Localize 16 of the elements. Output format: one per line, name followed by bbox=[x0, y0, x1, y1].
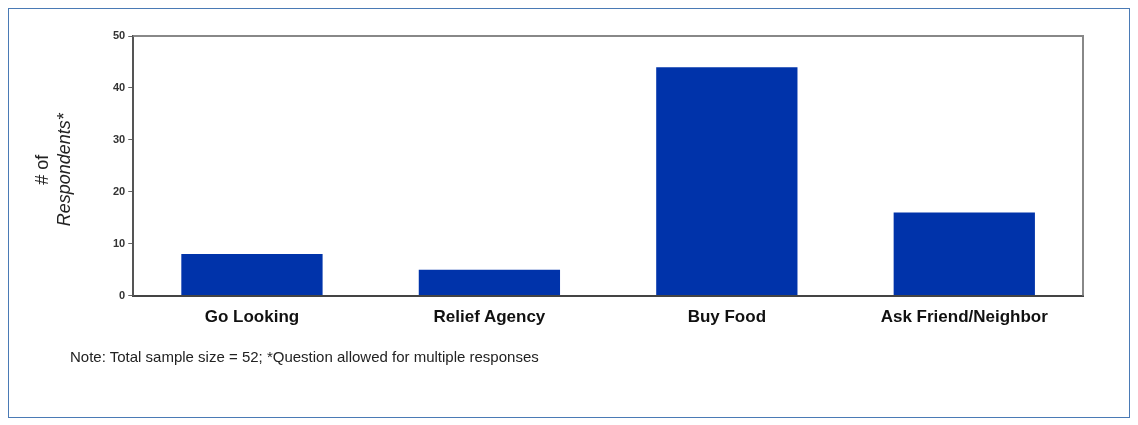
x-tick-label: Ask Friend/Neighbor bbox=[880, 307, 1049, 327]
bar bbox=[418, 269, 561, 296]
x-tick-label: Buy Food bbox=[687, 307, 767, 327]
text: Note: Total sample size = 52; *Question allowed for multiple responses bbox=[70, 348, 539, 365]
x-tick-label: Go Looking bbox=[204, 307, 300, 327]
y-tick-label: 30 bbox=[112, 132, 126, 145]
bar bbox=[893, 212, 1035, 296]
bar bbox=[656, 67, 798, 296]
y-tick-label: 20 bbox=[112, 184, 126, 197]
y-axis-title: # of Respondents* bbox=[32, 112, 75, 227]
y-tick-label: 40 bbox=[112, 80, 126, 93]
x-tick-label: Relief Agency bbox=[433, 307, 546, 327]
y-tick-label: 50 bbox=[112, 29, 126, 42]
y-tick-label: 10 bbox=[112, 236, 126, 249]
bar bbox=[181, 254, 323, 296]
y-tick-label: 0 bbox=[119, 288, 126, 301]
